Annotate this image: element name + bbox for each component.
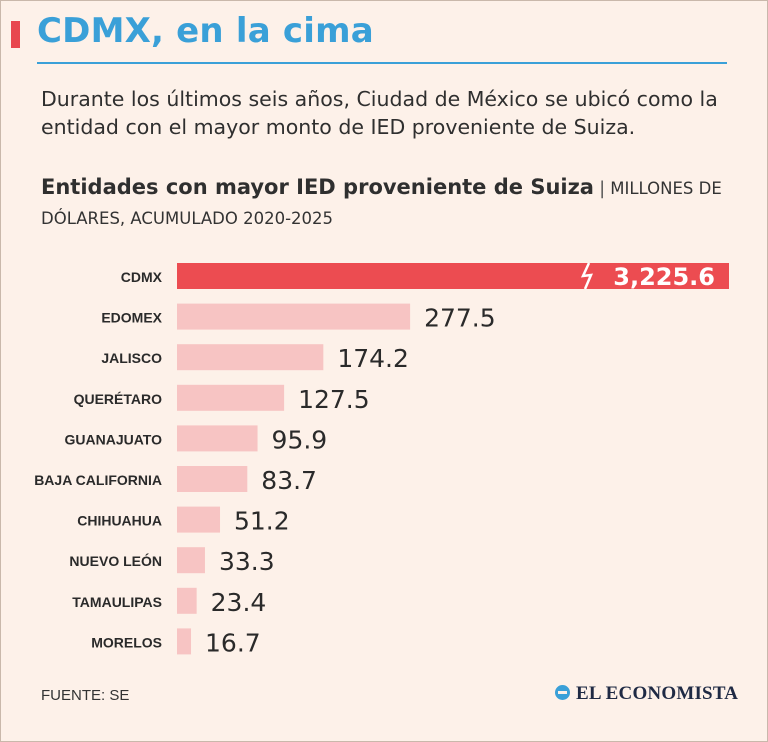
title-divider: [37, 62, 727, 64]
value-label: 174.2: [337, 344, 409, 373]
brand-logo-icon: [555, 685, 570, 700]
chart-heading-separator: |: [599, 178, 606, 199]
category-label: CHIHUAHUA: [77, 513, 162, 529]
value-label: 277.5: [424, 304, 496, 333]
category-label: JALISCO: [101, 350, 162, 366]
category-label: MORELOS: [91, 634, 162, 650]
category-label: NUEVO LEÓN: [69, 552, 162, 569]
bar: [177, 628, 192, 655]
subtitle: Durante los últimos seis años, Ciudad de…: [41, 87, 718, 139]
bar: [177, 384, 285, 411]
axis-break-icon: [580, 262, 594, 290]
chart-title: Entidades con mayor IED proveniente de S…: [41, 175, 594, 199]
value-label: 33.3: [219, 547, 275, 576]
value-label: 23.4: [211, 588, 267, 617]
category-label: GUANAJUATO: [65, 431, 163, 447]
bar: [177, 303, 411, 330]
bar: [177, 547, 205, 574]
bar: [177, 466, 248, 492]
category-label: BAJA CALIFORNIA: [34, 472, 162, 488]
bar: [177, 506, 221, 533]
bar: [177, 425, 258, 452]
source-note: FUENTE: SE: [41, 687, 130, 704]
chart-heading: Entidades con mayor IED proveniente de S…: [41, 172, 741, 234]
value-label: 95.9: [272, 425, 328, 454]
value-label: 83.7: [261, 466, 317, 495]
title-accent-bar: [11, 21, 20, 48]
brand-name: EL ECONOMISTA: [576, 683, 739, 704]
bar: [177, 344, 324, 371]
brand-logo: EL ECONOMISTA: [555, 683, 738, 705]
bar: [177, 587, 197, 614]
category-label: CDMX: [121, 269, 163, 285]
category-label: TAMAULIPAS: [72, 594, 162, 610]
chart-units: MILLONES DE DÓLARES, ACUMULADO 2020-2025: [41, 179, 722, 228]
category-label: QUERÉTARO: [74, 391, 163, 407]
value-label: 51.2: [234, 507, 290, 536]
value-label: 127.5: [298, 385, 370, 414]
category-label: EDOMEX: [101, 310, 162, 326]
value-label: 16.7: [205, 628, 261, 657]
value-label: 3,225.6: [613, 263, 715, 291]
page-title: CDMX, en la cima: [37, 11, 374, 51]
bar-highlight: [177, 263, 729, 289]
